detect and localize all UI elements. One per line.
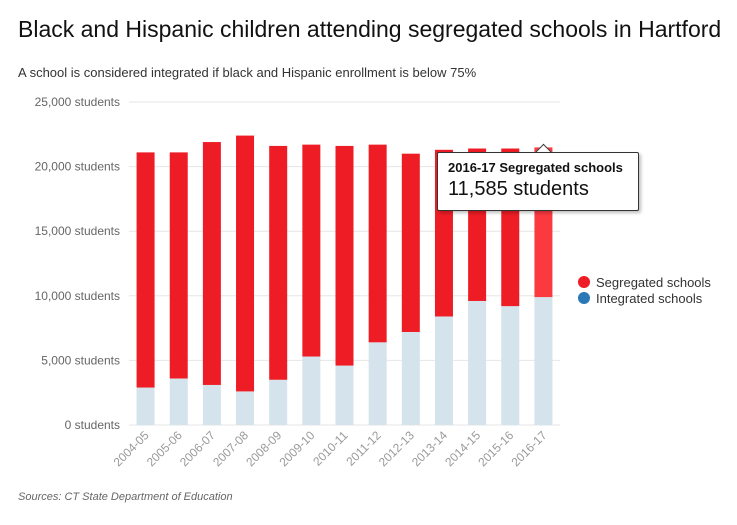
bar-integrated-2011-12[interactable] bbox=[368, 342, 387, 425]
x-tick-label: 2005-06 bbox=[144, 428, 185, 469]
bar-segregated-2005-06[interactable] bbox=[169, 152, 188, 379]
bar-integrated-2004-05[interactable] bbox=[136, 387, 155, 425]
bar-integrated-2014-15[interactable] bbox=[468, 300, 487, 425]
y-tick-label: 5,000 students bbox=[41, 353, 120, 367]
bar-integrated-2013-14[interactable] bbox=[434, 316, 453, 425]
y-tick-label: 25,000 students bbox=[35, 95, 120, 109]
bar-integrated-2005-06[interactable] bbox=[169, 378, 188, 425]
y-tick-label: 15,000 students bbox=[35, 224, 120, 238]
bar-integrated-2015-16[interactable] bbox=[501, 306, 520, 425]
y-tick-label: 0 students bbox=[65, 418, 120, 432]
bar-integrated-2009-10[interactable] bbox=[302, 356, 321, 425]
x-tick-label: 2004-05 bbox=[111, 428, 152, 469]
y-tick-label: 20,000 students bbox=[35, 160, 120, 174]
chart-subtitle: A school is considered integrated if bla… bbox=[18, 65, 477, 80]
x-tick-label: 2015-16 bbox=[475, 428, 516, 469]
x-tick-label: 2008-09 bbox=[243, 428, 284, 469]
bar-segregated-2011-12[interactable] bbox=[368, 144, 387, 343]
bar-segregated-2009-10[interactable] bbox=[302, 144, 321, 357]
bar-segregated-2012-13[interactable] bbox=[401, 153, 420, 332]
bar-integrated-2012-13[interactable] bbox=[401, 331, 420, 425]
bar-segregated-2010-11[interactable] bbox=[335, 145, 354, 366]
x-axis: 2004-052005-062006-072007-082008-092009-… bbox=[111, 428, 550, 469]
bars bbox=[136, 135, 553, 425]
tooltip-value: 11,585 students bbox=[448, 178, 589, 200]
legend-swatch-segregated[interactable] bbox=[578, 276, 590, 288]
x-tick-label: 2014-15 bbox=[442, 428, 483, 469]
x-tick-label: 2006-07 bbox=[177, 428, 218, 469]
legend-label-segregated[interactable]: Segregated schools bbox=[596, 275, 711, 290]
bar-segregated-2004-05[interactable] bbox=[136, 152, 155, 388]
x-tick-label: 2010-11 bbox=[310, 428, 351, 469]
source-note: Sources: CT State Department of Educatio… bbox=[18, 491, 233, 503]
x-tick-label: 2007-08 bbox=[210, 428, 251, 469]
tooltip-title: 2016-17 Segregated schools bbox=[448, 160, 623, 175]
legend-label-integrated[interactable]: Integrated schools bbox=[596, 291, 703, 306]
x-tick-label: 2012-13 bbox=[376, 428, 417, 469]
bar-integrated-2007-08[interactable] bbox=[236, 391, 255, 425]
y-axis: 0 students 5,000 students 10,000 students 1… bbox=[35, 95, 120, 432]
tooltip: 2016-17 Segregated schools 11,585 studen… bbox=[437, 152, 639, 211]
x-tick-label: 2016-17 bbox=[508, 428, 549, 469]
bar-integrated-2016-17[interactable] bbox=[534, 297, 553, 425]
bar-segregated-2007-08[interactable] bbox=[236, 135, 255, 392]
bar-segregated-2008-09[interactable] bbox=[269, 145, 288, 380]
legend-swatch-integrated[interactable] bbox=[578, 292, 590, 304]
bar-integrated-2008-09[interactable] bbox=[269, 379, 288, 425]
x-tick-label: 2009-10 bbox=[276, 428, 317, 469]
y-tick-label: 10,000 students bbox=[35, 289, 120, 303]
x-tick-label: 2013-14 bbox=[409, 428, 450, 469]
bar-integrated-2010-11[interactable] bbox=[335, 365, 354, 425]
bar-integrated-2006-07[interactable] bbox=[202, 384, 221, 425]
bar-chart: 0 students 5,000 students 10,000 students 1… bbox=[35, 95, 712, 469]
bar-segregated-2006-07[interactable] bbox=[202, 142, 221, 385]
chart-title: Black and Hispanic children attending se… bbox=[18, 16, 722, 42]
